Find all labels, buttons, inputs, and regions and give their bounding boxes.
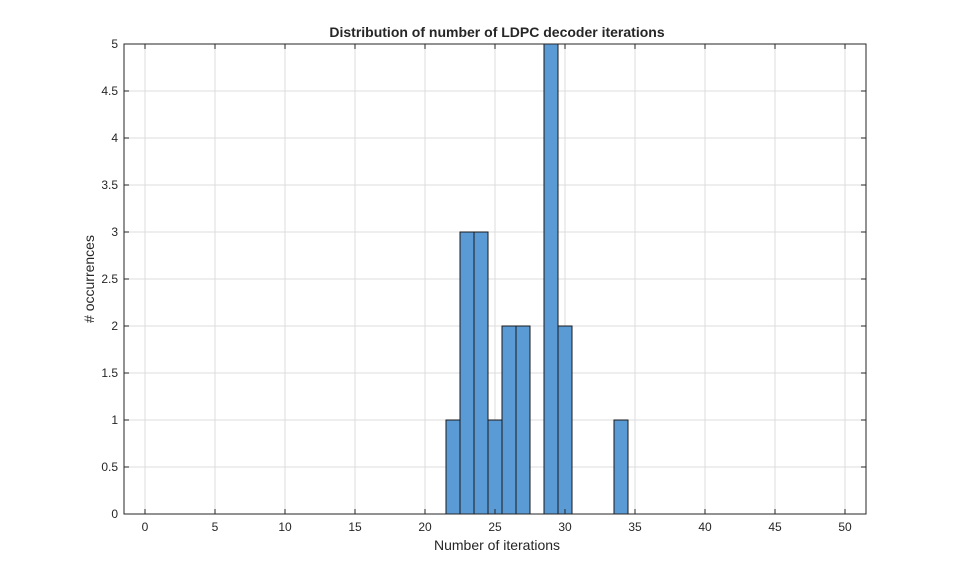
x-tick-label: 25 [488,520,502,534]
y-tick-label: 0 [111,507,118,521]
y-tick-label: 0.5 [101,460,118,474]
y-tick-label: 4 [111,131,118,145]
histogram-bar [501,325,517,515]
y-tick-label: 3.5 [101,178,118,192]
histogram-bar [557,325,573,515]
histogram-bar [515,325,531,515]
histogram-bar [543,43,559,515]
x-tick-label: 50 [838,520,852,534]
x-tick-label: 20 [418,520,432,534]
chart-title: Distribution of number of LDPC decoder i… [329,24,664,40]
x-tick-label: 15 [348,520,362,534]
y-tick-label: 2 [111,319,118,333]
y-tick-label: 1 [111,413,118,427]
y-tick-label: 4.5 [101,84,118,98]
y-tick-label: 2.5 [101,272,118,286]
x-tick-label: 45 [768,520,782,534]
x-tick-label: 5 [212,520,219,534]
x-tick-label: 0 [142,520,149,534]
histogram-bar [459,231,475,515]
y-tick-label: 1.5 [101,366,118,380]
x-tick-label: 30 [558,520,572,534]
histogram-bars [445,43,629,515]
x-tick-label: 35 [628,520,642,534]
histogram-bar [613,419,629,515]
histogram-bar [473,231,489,515]
y-axis-label: # occurrences [81,235,97,323]
y-tick-label: 3 [111,225,118,239]
histogram-bar [487,419,503,515]
x-tick-label: 10 [278,520,292,534]
x-tick-label: 40 [698,520,712,534]
x-axis-label: Number of iterations [434,537,560,553]
axis-ticks: 0 5 10 15 20 25 30 35 40 45 50 0 0.5 1 1.5 2 2.5 3 3.5 4 4.5… [101,37,866,534]
histogram-bar [445,419,461,515]
y-tick-label: 5 [111,37,118,51]
